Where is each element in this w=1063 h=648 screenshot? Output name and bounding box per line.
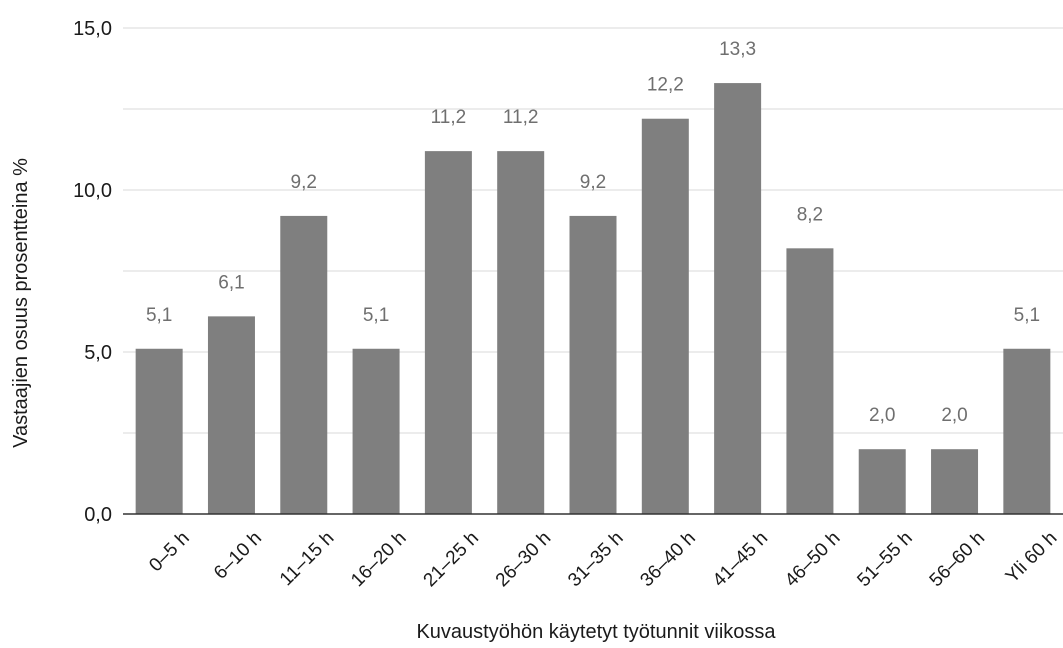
x-tick-label: 21–25 h	[420, 528, 483, 591]
data-label: 6,1	[218, 272, 244, 293]
data-label: 5,1	[146, 305, 172, 326]
x-tick-label: 31–35 h	[564, 528, 627, 591]
data-label: 5,1	[1014, 305, 1040, 326]
y-axis-title: Vastaajien osuus prosentteina %	[10, 158, 32, 448]
x-tick-label: 36–40 h	[636, 528, 699, 591]
x-tick-label: 51–55 h	[853, 528, 916, 591]
bar	[714, 83, 762, 514]
y-axis-ticks: 0,0 5,0 10,0 15,0	[73, 18, 112, 526]
bar	[135, 348, 183, 514]
bar	[280, 215, 328, 515]
data-label: 13,3	[719, 39, 756, 60]
y-tick-label: 10,0	[73, 180, 112, 202]
x-tick-label: Yli 60 h	[1002, 528, 1062, 588]
data-label: 2,0	[869, 405, 895, 426]
x-axis-title: Kuvaustyöhön käytetyt työtunnit viikossa	[416, 621, 776, 643]
data-label: 11,2	[431, 107, 467, 128]
data-labels: 5,1 6,1 9,2 5,1 11,2 11,2 9,2 12,2 13,3 8,2 2,0 2,0…	[146, 39, 1040, 426]
bar	[786, 248, 834, 514]
x-tick-label: 41–45 h	[709, 528, 772, 591]
bar	[1003, 348, 1051, 514]
data-label: 9,2	[580, 172, 606, 193]
x-tick-label: 11–15 h	[276, 528, 338, 590]
bar	[931, 449, 979, 514]
data-label: 11,2	[503, 107, 539, 128]
bars	[135, 83, 1051, 515]
data-label: 9,2	[291, 172, 317, 193]
bar	[207, 316, 255, 514]
bar	[858, 449, 906, 514]
y-tick-label: 0,0	[84, 504, 112, 526]
x-tick-label: 16–20 h	[347, 528, 410, 591]
x-tick-label: 0–5 h	[145, 528, 193, 576]
data-label: 12,2	[647, 75, 684, 96]
data-label: 8,2	[797, 204, 823, 225]
x-tick-label: 46–50 h	[781, 528, 844, 591]
data-label: 5,1	[363, 305, 389, 326]
bar	[424, 151, 472, 514]
bar	[352, 348, 400, 514]
bar	[641, 118, 689, 514]
bar	[569, 215, 617, 515]
y-tick-label: 5,0	[84, 342, 112, 364]
data-label: 2,0	[941, 405, 967, 426]
x-tick-label: 26–30 h	[492, 528, 555, 591]
y-tick-label: 15,0	[73, 18, 112, 40]
bar	[497, 151, 545, 514]
x-tick-label: 56–60 h	[926, 528, 989, 591]
x-tick-label: 6–10 h	[210, 528, 266, 584]
